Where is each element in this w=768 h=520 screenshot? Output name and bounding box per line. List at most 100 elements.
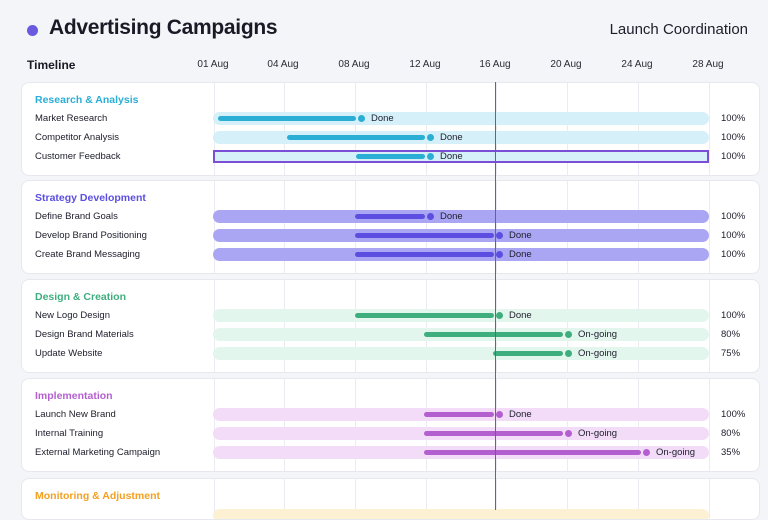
task-status: On-going <box>656 447 696 458</box>
task-percent: 100% <box>721 249 746 260</box>
grid-line <box>284 280 285 372</box>
task-status: Done <box>371 113 394 124</box>
grid-line <box>567 379 568 471</box>
task-bar[interactable] <box>355 233 494 238</box>
task-percent: 100% <box>721 132 746 143</box>
section-card: Strategy Development Define Brand Goals Do… <box>21 180 760 274</box>
task-bar[interactable] <box>355 214 425 219</box>
task-bar[interactable] <box>356 154 425 159</box>
grid-line <box>426 280 427 372</box>
task-percent: 100% <box>721 211 746 222</box>
grid-line <box>355 379 356 471</box>
grid-line <box>709 379 710 471</box>
grid-line <box>567 280 568 372</box>
task-end-dot <box>496 251 503 258</box>
task-label[interactable]: Launch New Brand <box>35 409 116 420</box>
task-percent: 100% <box>721 230 746 241</box>
task-label[interactable]: Define Brand Goals <box>35 211 118 222</box>
task-status: Done <box>440 211 463 222</box>
grid-line <box>567 181 568 273</box>
task-bar[interactable] <box>493 351 563 356</box>
task-bar[interactable] <box>424 332 563 337</box>
task-status: On-going <box>578 428 618 439</box>
task-label[interactable]: Customer Feedback <box>35 151 121 162</box>
grid-line <box>355 479 356 519</box>
task-label[interactable]: Develop Brand Positioning <box>35 230 147 241</box>
task-label[interactable]: Competitor Analysis <box>35 132 119 143</box>
grid-line <box>426 379 427 471</box>
section-card: Design & Creation New Logo Design Done 100%… <box>21 279 760 373</box>
grid-line <box>638 479 639 519</box>
task-end-dot <box>427 213 434 220</box>
grid-line <box>709 479 710 519</box>
grid-line <box>709 83 710 175</box>
section-title: Strategy Development <box>35 192 146 204</box>
page-title: Advertising Campaigns <box>49 16 278 39</box>
task-bar[interactable] <box>355 252 494 257</box>
grid-line <box>426 83 427 175</box>
grid-line <box>355 280 356 372</box>
grid-line <box>638 379 639 471</box>
task-end-dot <box>427 153 434 160</box>
task-label[interactable]: Update Website <box>35 348 103 359</box>
section-title: Monitoring & Adjustment <box>35 490 161 502</box>
task-end-dot <box>496 411 503 418</box>
task-status: On-going <box>578 348 618 359</box>
task-track[interactable] <box>213 112 709 125</box>
section-title: Design & Creation <box>35 291 127 303</box>
task-status: Done <box>440 132 463 143</box>
grid-line <box>638 83 639 175</box>
task-percent: 100% <box>721 151 746 162</box>
task-bar[interactable] <box>424 450 641 455</box>
task-bar[interactable] <box>424 412 494 417</box>
grid-line <box>355 181 356 273</box>
date-label: 04 Aug <box>267 59 299 70</box>
grid-line <box>214 280 215 372</box>
section-card: Implementation Launch New Brand Done 100% In… <box>21 378 760 472</box>
task-track <box>213 509 709 519</box>
task-status: Done <box>509 310 532 321</box>
task-track[interactable] <box>213 347 709 360</box>
date-label: 24 Aug <box>621 59 653 70</box>
task-status: Done <box>509 409 532 420</box>
task-label[interactable]: Create Brand Messaging <box>35 249 141 260</box>
task-end-dot <box>565 331 572 338</box>
task-end-dot <box>643 449 650 456</box>
task-end-dot <box>496 312 503 319</box>
date-label: 08 Aug <box>338 59 370 70</box>
task-percent: 80% <box>721 428 741 439</box>
page-subtitle: Launch Coordination <box>609 21 748 38</box>
grid-line <box>567 479 568 519</box>
grid-line <box>426 181 427 273</box>
task-bar[interactable] <box>424 431 563 436</box>
task-label[interactable]: Market Research <box>35 113 108 124</box>
task-label[interactable]: New Logo Design <box>35 310 110 321</box>
grid-line <box>638 181 639 273</box>
task-end-dot <box>427 134 434 141</box>
task-track[interactable] <box>213 150 709 163</box>
task-bar[interactable] <box>218 116 356 121</box>
today-line <box>495 82 496 510</box>
task-bar[interactable] <box>355 313 494 318</box>
date-label: 16 Aug <box>479 59 511 70</box>
grid-line <box>496 479 497 519</box>
task-track[interactable] <box>213 210 709 223</box>
grid-line <box>496 280 497 372</box>
task-end-dot <box>358 115 365 122</box>
date-label: 20 Aug <box>550 59 582 70</box>
task-track[interactable] <box>213 131 709 144</box>
task-percent: 75% <box>721 348 741 359</box>
grid-line <box>709 280 710 372</box>
grid-line <box>214 83 215 175</box>
task-label[interactable]: Design Brand Materials <box>35 329 134 340</box>
section-card: Monitoring & Adjustment <box>21 478 760 520</box>
grid-line <box>284 479 285 519</box>
task-label[interactable]: External Marketing Campaign <box>35 447 161 458</box>
grid-line <box>496 181 497 273</box>
grid-line <box>709 181 710 273</box>
task-label[interactable]: Internal Training <box>35 428 104 439</box>
task-percent: 100% <box>721 113 746 124</box>
grid-line <box>214 181 215 273</box>
task-bar[interactable] <box>287 135 425 140</box>
timeline-heading: Timeline <box>27 58 76 72</box>
